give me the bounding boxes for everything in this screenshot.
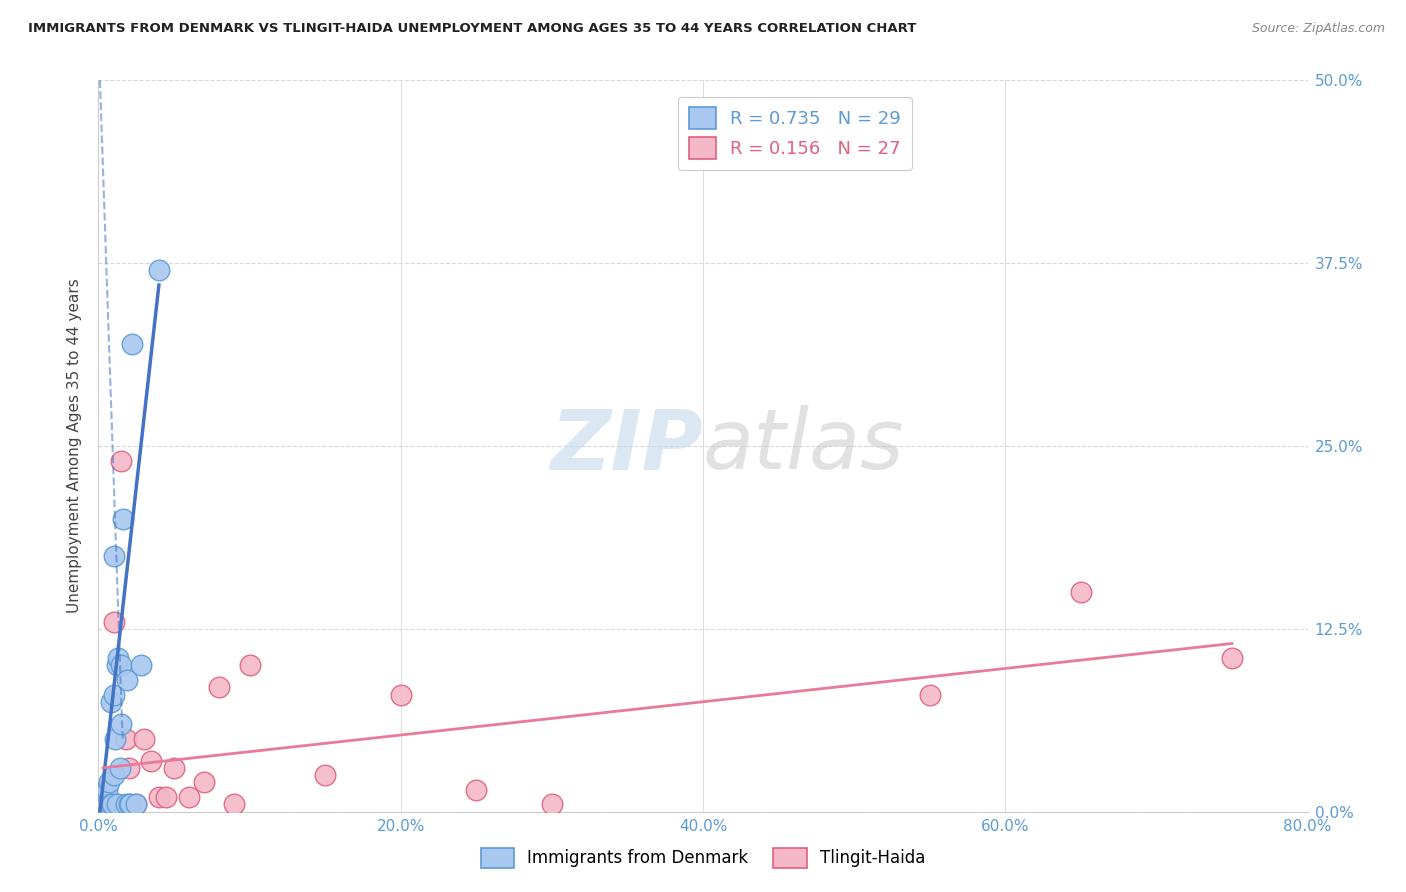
Point [100, 695, 122, 709]
Point [107, 651, 129, 665]
Point [93, 797, 115, 812]
Point [148, 263, 170, 277]
Point [540, 797, 562, 812]
Point [118, 761, 141, 775]
Point [105, 797, 128, 812]
Point [193, 775, 215, 789]
Point [91, 797, 114, 812]
Point [118, 797, 141, 812]
Text: atlas: atlas [703, 406, 904, 486]
Point [103, 549, 125, 563]
Point [115, 673, 138, 687]
Point [100, 797, 122, 812]
Point [91, 790, 114, 805]
Point [1220, 651, 1243, 665]
Point [111, 512, 134, 526]
Point [208, 681, 231, 695]
Point [100, 797, 122, 812]
Point [101, 797, 124, 812]
Point [103, 615, 125, 629]
Point [94, 782, 117, 797]
Point [224, 797, 246, 812]
Point [98, 775, 121, 789]
Point [389, 688, 412, 702]
Point [132, 731, 155, 746]
Point [94, 790, 117, 805]
Point [110, 717, 132, 731]
Point [114, 731, 136, 746]
Point [155, 790, 177, 805]
Point [121, 336, 143, 351]
Y-axis label: Unemployment Among Ages 35 to 44 years: Unemployment Among Ages 35 to 44 years [67, 278, 83, 614]
Point [148, 790, 170, 805]
Point [114, 797, 136, 812]
Point [129, 658, 152, 673]
Point [103, 768, 125, 782]
Point [141, 754, 163, 768]
Point [110, 658, 132, 673]
Text: IMMIGRANTS FROM DENMARK VS TLINGIT-HAIDA UNEMPLOYMENT AMONG AGES 35 TO 44 YEARS : IMMIGRANTS FROM DENMARK VS TLINGIT-HAIDA… [28, 22, 917, 36]
Point [163, 761, 186, 775]
Legend: Immigrants from Denmark, Tlingit-Haida: Immigrants from Denmark, Tlingit-Haida [474, 841, 932, 875]
Point [125, 797, 148, 812]
Point [110, 453, 132, 467]
Point [104, 731, 127, 746]
Point [96, 782, 118, 797]
Point [125, 797, 148, 812]
Point [1070, 585, 1092, 599]
Point [918, 688, 941, 702]
Point [120, 797, 142, 812]
Point [105, 797, 128, 812]
Point [96, 797, 118, 812]
Point [465, 782, 488, 797]
Point [239, 658, 262, 673]
Legend: R = 0.735   N = 29, R = 0.156   N = 27: R = 0.735 N = 29, R = 0.156 N = 27 [678, 96, 911, 169]
Point [108, 761, 131, 775]
Point [105, 658, 128, 673]
Text: Source: ZipAtlas.com: Source: ZipAtlas.com [1251, 22, 1385, 36]
Point [103, 688, 125, 702]
Point [94, 797, 117, 812]
Point [314, 768, 336, 782]
Text: ZIP: ZIP [550, 406, 703, 486]
Point [179, 790, 201, 805]
Point [103, 797, 125, 812]
